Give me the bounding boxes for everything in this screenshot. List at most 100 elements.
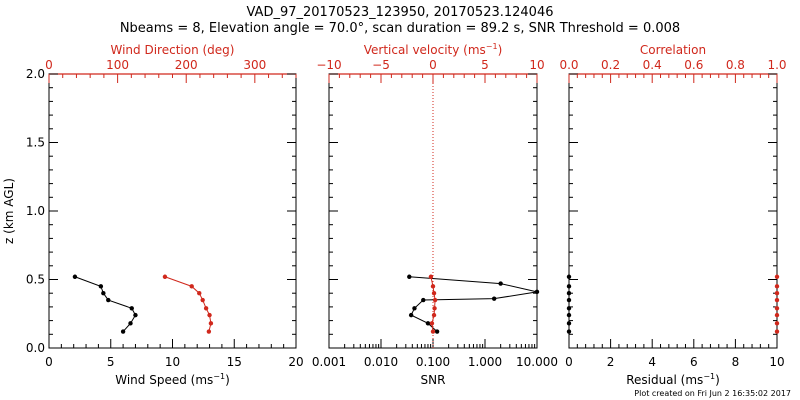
x-axis-label: Wind Speed (ms−1)	[115, 372, 230, 387]
data-point	[203, 306, 209, 311]
x-tick-label: 1.000	[468, 355, 502, 369]
top-tick-label: 200	[175, 58, 198, 72]
data-point	[207, 312, 212, 318]
top-axis-label: Wind Direction (deg)	[111, 43, 235, 57]
data-point	[774, 284, 780, 289]
data-point	[101, 291, 106, 296]
data-point	[566, 312, 572, 318]
data-point	[208, 321, 214, 326]
x-tick-label: 0	[565, 355, 573, 369]
data-point	[432, 306, 437, 311]
top-axis-label: Correlation	[640, 43, 706, 57]
data-point	[774, 321, 780, 326]
top-tick-label: 0.4	[643, 58, 662, 72]
data-point	[412, 306, 417, 311]
data-point	[566, 321, 572, 326]
panel-frame	[48, 73, 297, 349]
data-point	[434, 329, 440, 334]
data-point	[491, 296, 497, 301]
figure-subtitle: Nbeams = 8, Elevation angle = 70.0°, sca…	[120, 21, 680, 36]
top-tick-label: 0	[45, 58, 53, 72]
x-tick-label: 15	[227, 355, 242, 369]
data-point	[129, 306, 134, 311]
data-point	[197, 291, 202, 296]
data-point	[566, 297, 572, 303]
panel-frame	[568, 73, 778, 349]
figure-title: VAD_97_20170523_123950, 20170523.124046	[247, 5, 554, 20]
x-tick-label: 8	[732, 355, 740, 369]
top-tick-label: 0	[429, 58, 437, 72]
data-point	[408, 312, 414, 318]
y-axis-label: z (km AGL)	[2, 178, 16, 244]
data-point	[566, 306, 572, 311]
top-tick-label: −5	[372, 58, 390, 72]
data-point	[428, 274, 434, 279]
y-tick-label: 1.5	[26, 136, 45, 150]
x-tick-label: 0.100	[416, 355, 450, 369]
y-tick-label: 0.5	[26, 273, 45, 287]
x-tick-label: 0.010	[364, 355, 398, 369]
data-point	[106, 297, 111, 303]
data-point	[566, 284, 572, 289]
top-axis-label: Vertical velocity (ms−1)	[364, 42, 503, 57]
x-tick-label: 10	[165, 355, 180, 369]
x-tick-label: 10.000	[516, 355, 558, 369]
data-point	[128, 321, 133, 326]
x-tick-label: 5	[107, 355, 115, 369]
y-tick-label: 0.0	[26, 341, 45, 355]
series-line	[74, 276, 137, 332]
y-tick-label: 1.0	[26, 204, 45, 218]
top-tick-label: 100	[106, 58, 129, 72]
data-point	[774, 306, 780, 311]
data-point	[774, 329, 780, 334]
data-point	[429, 321, 435, 326]
x-axis-label: SNR	[421, 373, 446, 387]
x-tick-label: 2	[607, 355, 615, 369]
data-point	[432, 297, 438, 303]
data-point	[133, 312, 138, 318]
data-point	[206, 329, 212, 334]
top-tick-label: −10	[316, 58, 341, 72]
data-point	[421, 297, 426, 303]
x-axis-label: Residual (ms−1)	[626, 372, 720, 387]
data-point	[566, 291, 572, 296]
top-tick-label: 300	[243, 58, 266, 72]
x-tick-label: 6	[690, 355, 698, 369]
data-point	[430, 329, 436, 334]
x-tick-label: 0.001	[312, 355, 346, 369]
data-point	[98, 284, 104, 289]
x-tick-label: 0	[45, 355, 53, 369]
data-point	[498, 281, 503, 286]
top-tick-label: 0.0	[559, 58, 578, 72]
data-point	[774, 274, 780, 279]
top-tick-label: 5	[481, 58, 489, 72]
top-tick-label: 1.0	[767, 58, 786, 72]
x-tick-label: 4	[648, 355, 656, 369]
data-point	[774, 312, 780, 318]
top-tick-label: 10	[529, 58, 544, 72]
data-point	[430, 284, 436, 289]
data-point	[566, 329, 572, 334]
y-tick-label: 2.0	[26, 67, 45, 81]
data-point	[774, 297, 780, 303]
data-point	[774, 291, 780, 296]
data-point	[431, 312, 437, 318]
data-point	[425, 321, 431, 326]
data-point	[566, 274, 572, 279]
data-point	[162, 274, 168, 279]
data-point	[407, 274, 412, 279]
series-line	[164, 276, 212, 332]
data-point	[200, 297, 205, 303]
x-tick-label: 10	[769, 355, 784, 369]
top-tick-label: 0.6	[684, 58, 703, 72]
plot-created-note: Plot created on Fri Jun 2 16:35:02 2017	[634, 389, 791, 398]
top-tick-label: 0.8	[726, 58, 745, 72]
top-tick-label: 0.2	[601, 58, 620, 72]
data-point	[534, 289, 540, 295]
x-tick-label: 20	[288, 355, 303, 369]
data-point	[120, 329, 126, 334]
data-point	[72, 274, 78, 279]
data-point	[431, 291, 437, 296]
data-point	[189, 284, 194, 289]
